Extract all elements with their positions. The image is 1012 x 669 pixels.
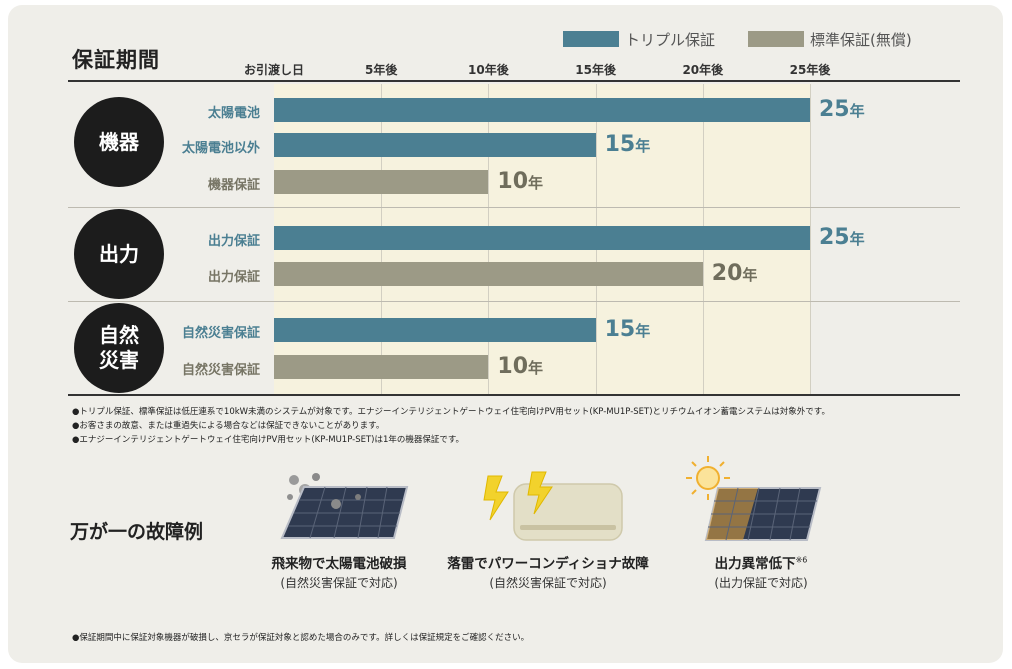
group-label-text: 自然 [99,323,139,347]
bar-value-label: 20年 [712,261,758,286]
bar-value-label: 25年 [819,97,865,122]
bar [274,133,596,157]
group-label: 自然 災害 [74,303,164,393]
x-tick-label: 10年後 [468,63,509,77]
debris-solar-panel-illustration [280,473,409,539]
example-label-with-note: 出力異常低下※6 [714,552,808,573]
legend-standard-label: 標準保証(無償) [810,30,912,49]
bar-value-unit: 年 [849,102,865,120]
sun-solar-panel-illustration [686,456,822,541]
bar-value-unit: 年 [528,174,544,192]
bar-category-label: 太陽電池以外 [181,141,260,156]
bar-value-label: 15年 [605,132,651,157]
example-label: 飛来物で太陽電池破損 [271,556,407,572]
bar [274,318,596,342]
group-divider [68,301,960,302]
bar [274,170,489,194]
bar-value-label: 25年 [819,225,865,250]
legend-triple-swatch [563,31,619,47]
bar-value-number: 25 [819,97,850,122]
bar [274,262,703,286]
bar-value-number: 10 [497,169,529,194]
group-label-text: 災害 [99,348,139,372]
bar-value-number: 15 [604,132,636,157]
bar-value-label: 10年 [497,169,543,194]
bar-value-unit: 年 [635,322,651,340]
bar-value-number: 25 [819,225,850,250]
failure-examples-title: 万が一の故障例 [70,521,204,543]
axis-bottom-rule [68,394,960,396]
x-tick-label: 25年後 [789,63,831,77]
footnote: ●保証期間中に保証対象機器が破損し、京セラが保証対象と認めた場合のみです。詳しく… [72,633,530,643]
group-label-text: 機器 [99,129,139,154]
bar-value-number: 15 [604,317,636,342]
bar [274,355,489,379]
legend-standard-swatch [748,31,804,47]
x-tick-label: 15年後 [575,63,616,77]
grid-line [810,84,811,394]
bar-value-unit: 年 [528,359,544,377]
bar-value-unit: 年 [742,266,758,284]
example-sub: (自然災害保証で対応) [489,576,607,590]
group-label: 出力 [74,209,164,299]
legend-triple-label: トリプル保証 [625,30,716,49]
bar-category-label: 自然災害保証 [181,363,260,378]
x-tick-label: お引渡し日 [243,63,305,77]
legend-triple: トリプル保証 [563,29,715,49]
note-2: ●お客さまの故意、または重過失による場合などは保証できないことがあります。 [72,421,385,431]
bar-value-unit: 年 [849,230,865,248]
note-1: ●トリプル保証、標準保証は低圧連系で10kW未満のシステムが対象です。エナジーイ… [72,407,830,417]
bar-category-label: 出力保証 [207,270,260,285]
x-tick-label: 20年後 [682,63,724,77]
bar-value-number: 10 [497,354,529,379]
group-label: 機器 [74,97,164,187]
bar-value-number: 20 [711,261,743,286]
bar-category-label: 出力保証 [207,234,260,249]
bar-category-label: 太陽電池 [207,106,260,121]
bar [274,98,810,122]
example-label: 落雷でパワーコンディショナ故障 [447,556,649,572]
example-label: 出力異常低下 [714,556,796,572]
bar-value-label: 10年 [497,354,543,379]
bar-category-label: 自然災害保証 [181,326,260,341]
x-tick-label: 5年後 [365,63,398,77]
legend-standard: 標準保証(無償) [748,29,912,49]
bar [274,226,810,250]
lightning-power-conditioner-illustration [483,471,623,541]
axis-top-rule [68,80,960,82]
note-3: ●エナジーインテリジェントゲートウェイ住宅向けPV用セット(KP-MU1P-SE… [72,435,465,445]
example-sub: (自然災害保証で対応) [280,576,398,590]
bar-value-unit: 年 [635,137,651,155]
footnote-mark: ※6 [795,555,808,565]
chart-title: 保証期間 [72,48,160,72]
bar-value-label: 15年 [605,317,651,342]
group-label-text: 出力 [99,241,139,266]
group-divider [68,207,960,208]
bar-category-label: 機器保証 [207,178,260,193]
example-sub: (出力保証で対応) [714,576,808,590]
